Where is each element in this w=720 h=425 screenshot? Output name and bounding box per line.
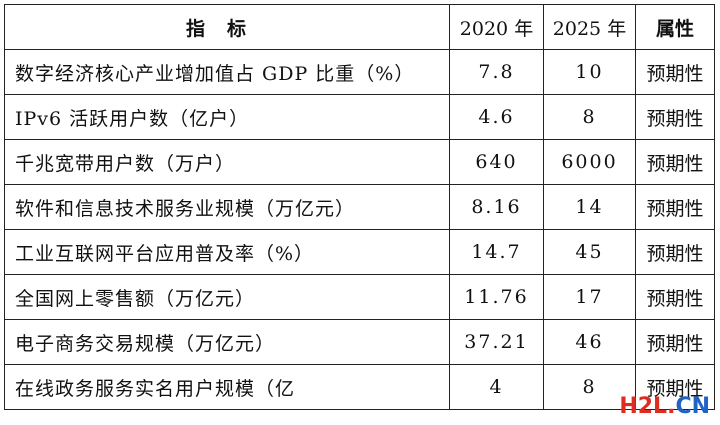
attribute-cell: 预期性 bbox=[635, 229, 715, 275]
value-2020-cell: 7.8 bbox=[449, 49, 544, 95]
header-2025: 2025 年 bbox=[543, 4, 636, 50]
table-row: 在线政务服务实名用户规模（亿 4 8 预期性 bbox=[4, 364, 715, 410]
value-2020-cell: 11.76 bbox=[449, 274, 544, 320]
header-attribute: 属性 bbox=[635, 4, 715, 50]
table-row: 数字经济核心产业增加值占 GDP 比重（%） 7.8 10 预期性 bbox=[4, 49, 715, 95]
indicator-cell: 在线政务服务实名用户规模（亿 bbox=[4, 364, 450, 410]
value-2020-cell: 14.7 bbox=[449, 229, 544, 275]
value-2020-cell: 8.16 bbox=[449, 184, 544, 230]
attribute-cell: 预期性 bbox=[635, 139, 715, 185]
value-2025-cell: 8 bbox=[543, 94, 636, 140]
attribute-cell: 预期性 bbox=[635, 184, 715, 230]
table-row: 电子商务交易规模（万亿元） 37.21 46 预期性 bbox=[4, 319, 715, 365]
header-2020: 2020 年 bbox=[449, 4, 544, 50]
table-row: 工业互联网平台应用普及率（%） 14.7 45 预期性 bbox=[4, 229, 715, 275]
table-body: 数字经济核心产业增加值占 GDP 比重（%） 7.8 10 预期性 IPv6 活跃用户数… bbox=[4, 49, 715, 410]
attribute-cell: 预期性 bbox=[635, 49, 715, 95]
indicator-cell: 电子商务交易规模（万亿元） bbox=[4, 319, 450, 365]
watermark-dot: . bbox=[667, 394, 676, 419]
indicator-table: 指标 2020 年 2025 年 属性 数字经济核心产业增加值占 GDP 比重（… bbox=[4, 4, 715, 410]
indicator-cell: 软件和信息技术服务业规模（万亿元） bbox=[4, 184, 450, 230]
value-2025-cell: 46 bbox=[543, 319, 636, 365]
table-row: 千兆宽带用户数（万户） 640 6000 预期性 bbox=[4, 139, 715, 185]
attribute-cell: 预期性 bbox=[635, 274, 715, 320]
value-2020-cell: 640 bbox=[449, 139, 544, 185]
indicator-cell: 数字经济核心产业增加值占 GDP 比重（%） bbox=[4, 49, 450, 95]
header-indicator: 指标 bbox=[4, 4, 450, 50]
attribute-cell: 预期性 bbox=[635, 319, 715, 365]
indicator-cell: 千兆宽带用户数（万户） bbox=[4, 139, 450, 185]
value-2025-cell: 14 bbox=[543, 184, 636, 230]
value-2020-cell: 4.6 bbox=[449, 94, 544, 140]
table-row: 软件和信息技术服务业规模（万亿元） 8.16 14 预期性 bbox=[4, 184, 715, 230]
watermark-cn: CN bbox=[675, 394, 710, 419]
indicator-cell: 工业互联网平台应用普及率（%） bbox=[4, 229, 450, 275]
watermark-h2l: H2L bbox=[619, 394, 668, 419]
table-row: IPv6 活跃用户数（亿户） 4.6 8 预期性 bbox=[4, 94, 715, 140]
attribute-cell: 预期性 bbox=[635, 364, 715, 410]
indicator-cell: IPv6 活跃用户数（亿户） bbox=[4, 94, 450, 140]
value-2025-cell: 17 bbox=[543, 274, 636, 320]
attribute-cell: 预期性 bbox=[635, 94, 715, 140]
value-2020-cell: 4 bbox=[449, 364, 544, 410]
table-header-row: 指标 2020 年 2025 年 属性 bbox=[4, 4, 715, 50]
indicator-cell: 全国网上零售额（万亿元） bbox=[4, 274, 450, 320]
table-row: 全国网上零售额（万亿元） 11.76 17 预期性 bbox=[4, 274, 715, 320]
site-watermark-logo: H2L.CN bbox=[619, 394, 710, 419]
value-2025-cell: 10 bbox=[543, 49, 636, 95]
value-2025-cell: 6000 bbox=[543, 139, 636, 185]
value-2025-cell: 45 bbox=[543, 229, 636, 275]
value-2025-cell: 8 bbox=[543, 364, 636, 410]
value-2020-cell: 37.21 bbox=[449, 319, 544, 365]
